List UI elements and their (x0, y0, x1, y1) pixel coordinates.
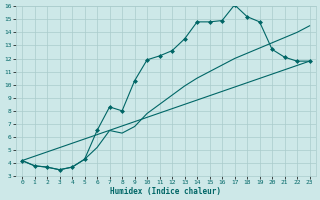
X-axis label: Humidex (Indice chaleur): Humidex (Indice chaleur) (110, 187, 221, 196)
